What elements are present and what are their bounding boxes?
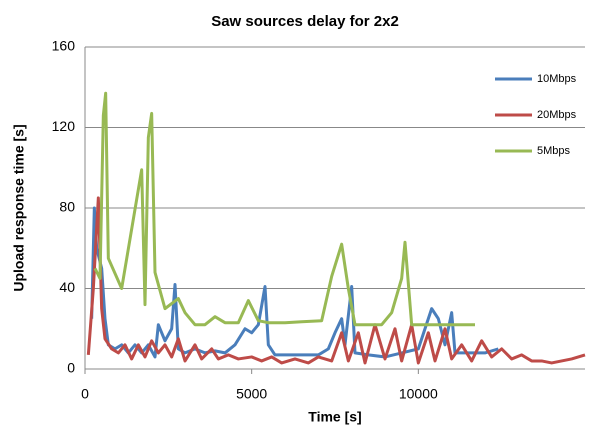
legend-label: 20Mbps (537, 109, 577, 121)
y-tick-label: 0 (67, 360, 75, 376)
legend-label: 10Mbps (537, 73, 577, 85)
x-tick-label: 10000 (399, 386, 438, 402)
line-series (86, 196, 586, 365)
y-tick-label: 40 (59, 279, 75, 295)
x-tick-label: 0 (81, 386, 89, 402)
y-axis-title: Upload response time [s] (11, 124, 27, 291)
y-tick-label: 120 (52, 118, 76, 134)
line-series (90, 206, 499, 359)
line-series (93, 91, 475, 327)
x-axis-title: Time [s] (308, 409, 361, 425)
y-tick-label: 160 (52, 38, 76, 54)
chart-title: Saw sources delay for 2x2 (211, 13, 399, 30)
legend-label: 5Mbps (537, 145, 571, 157)
x-tick-label: 5000 (236, 386, 267, 402)
y-tick-label: 80 (59, 199, 75, 215)
